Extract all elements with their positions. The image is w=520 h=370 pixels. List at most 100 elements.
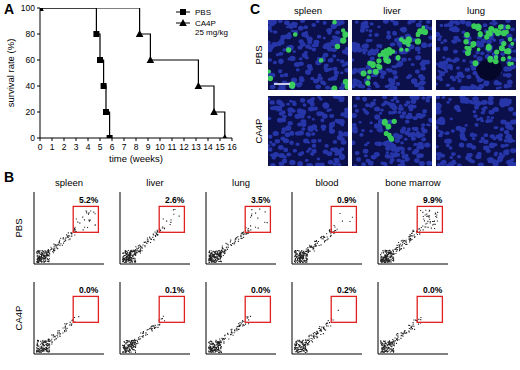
panel-letter: B bbox=[4, 169, 14, 185]
x-tick-label: 4 bbox=[86, 142, 91, 152]
y-tick-label: 60 bbox=[26, 55, 36, 65]
flow-plot: 9.9% bbox=[378, 192, 448, 264]
marker bbox=[221, 134, 229, 138]
x-tick bbox=[232, 138, 233, 141]
gated-events bbox=[339, 213, 353, 222]
flow-plot: 2.6% bbox=[120, 192, 190, 264]
legend-marker bbox=[180, 9, 186, 15]
marker bbox=[136, 30, 144, 37]
column-label: liver bbox=[146, 177, 163, 188]
gate-percent: 9.9% bbox=[423, 195, 443, 205]
scale-bar bbox=[274, 83, 290, 85]
y-tick bbox=[37, 8, 40, 9]
gate bbox=[417, 296, 442, 322]
gate-percent: 5.2% bbox=[79, 195, 99, 205]
x-tick bbox=[88, 138, 89, 141]
x-tick bbox=[160, 138, 161, 141]
gate bbox=[245, 206, 270, 232]
y-tick-label: 40 bbox=[26, 81, 36, 91]
plot-axes bbox=[378, 282, 448, 354]
flow-plot: 0.0% bbox=[34, 282, 104, 354]
x-tick-label: 9 bbox=[146, 142, 151, 152]
events bbox=[36, 227, 77, 263]
gate bbox=[73, 296, 98, 322]
row-label: PBS bbox=[253, 45, 264, 64]
plot-axes bbox=[34, 282, 104, 354]
x-tick bbox=[220, 138, 221, 141]
x-tick-label: 12 bbox=[179, 142, 189, 152]
marker bbox=[195, 82, 203, 89]
marker bbox=[40, 8, 44, 11]
y-axis bbox=[40, 8, 41, 138]
gated-events bbox=[420, 210, 438, 229]
y-tick-label: 20 bbox=[26, 107, 36, 117]
background bbox=[0, 0, 520, 370]
gated-events bbox=[250, 209, 268, 229]
x-tick-label: 13 bbox=[191, 142, 201, 152]
micrograph bbox=[436, 20, 516, 90]
gate-percent: 2.6% bbox=[165, 195, 185, 205]
gate bbox=[159, 206, 184, 232]
plot-axes bbox=[206, 282, 276, 354]
x-tick bbox=[52, 138, 53, 141]
x-tick-label: 10 bbox=[155, 142, 165, 152]
marker bbox=[210, 108, 218, 115]
micrograph bbox=[352, 20, 432, 90]
events bbox=[380, 317, 421, 353]
flow-plot: 0.2% bbox=[292, 282, 362, 354]
plot-area bbox=[40, 8, 229, 138]
y-tick-label: 80 bbox=[26, 29, 36, 39]
gate bbox=[331, 296, 356, 322]
gate bbox=[331, 206, 356, 232]
y-tick bbox=[37, 112, 40, 113]
x-tick bbox=[64, 138, 65, 141]
gate-percent: 0.0% bbox=[79, 285, 99, 295]
x-tick-label: 15 bbox=[215, 142, 225, 152]
column-label: bone marrow bbox=[385, 177, 441, 188]
column-label: blood bbox=[315, 177, 338, 188]
x-tick bbox=[148, 138, 149, 141]
gate-percent: 0.9% bbox=[337, 195, 357, 205]
x-tick-label: 16 bbox=[227, 142, 237, 152]
flow-plot: 3.5% bbox=[206, 192, 276, 264]
y-axis-title: survival rate (%) bbox=[5, 39, 16, 108]
events bbox=[294, 318, 334, 353]
x-tick bbox=[76, 138, 77, 141]
x-tick-label: 5 bbox=[98, 142, 103, 152]
x-tick bbox=[124, 138, 125, 141]
figure: ABC012345678910111213141516020406080100t… bbox=[0, 0, 520, 370]
x-tick bbox=[184, 138, 185, 141]
column-label: lung bbox=[232, 177, 250, 188]
panel-letter: C bbox=[250, 1, 260, 17]
flow-plot: 0.0% bbox=[206, 282, 276, 354]
x-tick-label: 1 bbox=[50, 142, 55, 152]
x-tick-label: 8 bbox=[134, 142, 139, 152]
plot-axes bbox=[292, 192, 362, 264]
y-tick bbox=[37, 60, 40, 61]
marker bbox=[147, 56, 155, 63]
gate bbox=[245, 296, 270, 322]
panel-letter: A bbox=[4, 1, 14, 17]
y-tick bbox=[37, 86, 40, 87]
y-tick-label: 0 bbox=[30, 133, 35, 143]
gate-percent: 0.2% bbox=[337, 285, 357, 295]
gated-events bbox=[162, 209, 180, 229]
axes: 012345678910111213141516020406080100time… bbox=[5, 3, 237, 164]
flow-plot: 5.2% bbox=[34, 192, 104, 264]
micrograph bbox=[436, 96, 516, 166]
gate bbox=[159, 296, 184, 322]
x-tick-label: 7 bbox=[122, 142, 127, 152]
marker bbox=[97, 57, 103, 63]
x-axis-title: time (weeks) bbox=[109, 153, 163, 164]
column-label: lung bbox=[467, 5, 485, 16]
plot-axes bbox=[34, 192, 104, 264]
legend-marker bbox=[179, 19, 187, 26]
marker bbox=[101, 83, 107, 89]
legend-label: CA4P25 mg/kg bbox=[195, 19, 228, 37]
y-tick-label: 100 bbox=[21, 3, 35, 13]
x-tick bbox=[112, 138, 113, 141]
gate bbox=[73, 206, 98, 232]
gate-percent: 0.1% bbox=[165, 285, 185, 295]
x-tick bbox=[100, 138, 101, 141]
micrograph bbox=[352, 96, 432, 166]
